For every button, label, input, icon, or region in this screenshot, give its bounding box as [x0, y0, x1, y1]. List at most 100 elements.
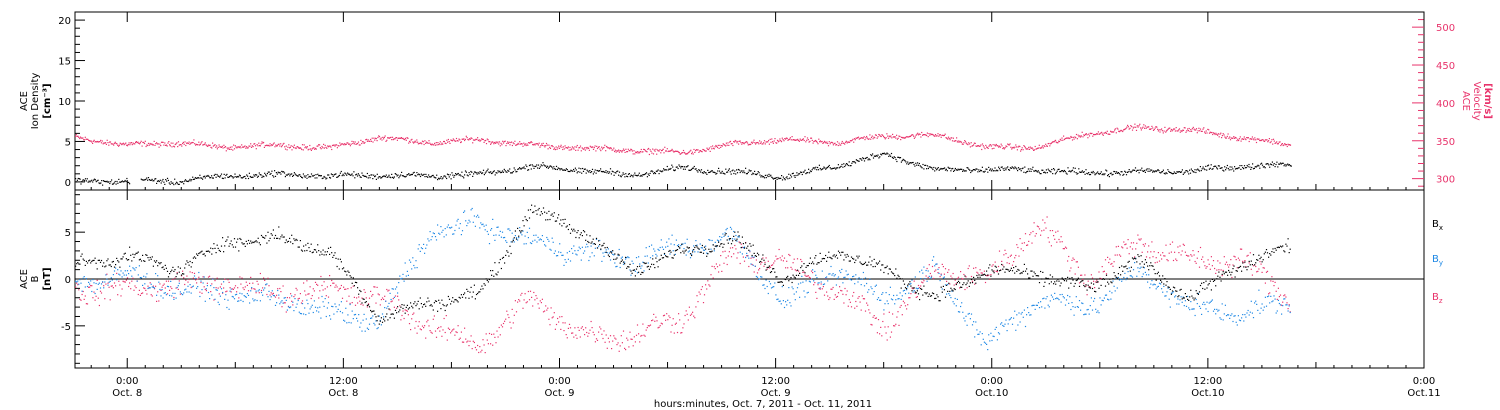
top-s1-pt-974 — [864, 139, 866, 141]
bottom-s2-pt-530 — [647, 325, 649, 327]
bottom-s1-pt-73 — [153, 287, 156, 289]
top-s1-pt-1426 — [1230, 137, 1232, 139]
top-s1-pt-1137 — [996, 145, 998, 147]
top-s0-pt-928 — [921, 167, 923, 169]
top-s0-pt-354 — [404, 176, 406, 178]
top-s0-pt-80 — [157, 180, 159, 182]
bottom-s1-pt-931 — [1081, 302, 1083, 304]
bottom-s2-pt-768 — [904, 305, 907, 307]
bottom-s1-pt-569 — [689, 257, 692, 259]
bottom-s2-pt-526 — [643, 334, 645, 336]
bottom-s2-pt-298 — [397, 295, 399, 297]
bottom-s1-pt-563 — [683, 248, 685, 250]
bottom-s2-pt-329 — [430, 331, 432, 333]
top-s0-pt-496 — [532, 165, 534, 167]
bottom-s1-pt-643 — [769, 283, 772, 285]
bottom-s1-pt-345 — [447, 224, 449, 226]
top-s0-pt-360 — [410, 174, 412, 176]
top-s1-pt-1307 — [1134, 123, 1136, 125]
bottom-s2-pt-523 — [640, 335, 642, 337]
top-s1-pt-849 — [763, 142, 765, 144]
top-s0-pt-320 — [374, 176, 376, 178]
bottom-s2-pt-853 — [996, 271, 998, 273]
bottom-s2-pt-17 — [93, 291, 95, 293]
top-s1-pt-1040 — [917, 134, 920, 136]
top-s0-pt-122 — [195, 177, 197, 179]
bottom-s1-pt-717 — [849, 278, 851, 281]
top-s0-pt-9 — [83, 179, 85, 181]
top-s1-pt-1452 — [1251, 136, 1253, 138]
bottom-s2-pt-1095 — [1258, 268, 1260, 270]
bottom-s1-pt-584 — [706, 252, 708, 254]
top-s0-pt-1045 — [1026, 170, 1029, 172]
top-s1-pt-199 — [236, 147, 238, 149]
top-s1-pt-684 — [629, 150, 631, 152]
top-s0-pt-748 — [759, 174, 761, 176]
top-s0-pt-22 — [94, 179, 96, 181]
top-s1-pt-1089 — [957, 140, 959, 142]
top-s0-pt-1011 — [996, 169, 998, 171]
top-s1-pt-280 — [301, 144, 304, 146]
bottom-s1-pt-69 — [149, 287, 151, 289]
bottom-s1-pt-607 — [730, 228, 733, 230]
top-s0-pt-345 — [396, 175, 398, 177]
bottom-s2-pt-454 — [565, 334, 567, 336]
bottom-s2-pt-967 — [1120, 255, 1122, 257]
top-s1-pt-861 — [772, 142, 774, 144]
bottom-s2-pt-585 — [707, 280, 709, 282]
bottom-s1-pt-682 — [812, 269, 814, 271]
bottom-s1-pt-674 — [803, 290, 805, 292]
top-s0-pt-467 — [506, 171, 508, 173]
top-s1-pt-1249 — [1087, 137, 1089, 139]
bottom-s1-pt-54 — [133, 268, 135, 270]
bottom-s2-pt-650 — [777, 258, 779, 260]
bottom-s1-pt-91 — [173, 298, 175, 300]
top-s1-pt-506 — [485, 139, 487, 142]
top-s1-pt-1156 — [1011, 147, 1014, 149]
top-s1-pt-1171 — [1024, 146, 1026, 148]
bottom-s1-pt-694 — [825, 277, 827, 279]
bottom-s1-pt-581 — [702, 249, 705, 251]
top-s1-pt-987 — [874, 134, 877, 136]
top-s0-pt-325 — [378, 176, 380, 178]
top-s0-pt-135 — [207, 174, 209, 177]
top-s1-pt-1219 — [1063, 135, 1065, 137]
top-s0-pt-1085 — [1062, 171, 1065, 173]
top-s0-pt-238 — [300, 175, 302, 177]
top-s1-pt-1298 — [1127, 124, 1129, 126]
top-s0-pt-1314 — [1269, 166, 1271, 168]
top-s1-pt-1026 — [906, 136, 908, 138]
bottom-s2-pt-968 — [1121, 246, 1123, 248]
top-s0-pt-686 — [703, 171, 705, 173]
top-s1-pt-195 — [233, 144, 235, 146]
bottom-s1-pt-780 — [917, 287, 920, 289]
bottom-s1-pt-480 — [593, 255, 595, 257]
bottom-s1-pt-554 — [673, 244, 675, 246]
bottom-s1-pt-333 — [434, 236, 437, 238]
top-s1-pt-948 — [843, 142, 845, 144]
bottom-s1-pt-124 — [209, 298, 211, 300]
top-s1-pt-460 — [447, 138, 449, 141]
top-s0-pt-1068 — [1047, 168, 1049, 170]
top-s0-pt-699 — [715, 173, 717, 175]
bottom-s1-pt-256 — [351, 310, 353, 312]
bottom-s1-pt-896 — [1043, 297, 1045, 299]
bottom-s1-pt-209 — [300, 313, 303, 315]
top-s0-pt-100 — [175, 181, 178, 183]
bottom-s2-pt-579 — [700, 288, 702, 291]
top-s1-pt-1121 — [983, 146, 985, 148]
top-s1-pt-549 — [520, 143, 522, 145]
bottom-s1-pt-359 — [463, 211, 465, 213]
top-s0-pt-420 — [464, 174, 466, 176]
top-s1-pt-1356 — [1174, 128, 1176, 130]
bottom-s2-pt-691 — [821, 288, 823, 290]
top-s0-pt-371 — [419, 175, 422, 178]
top-s1-pt-1300 — [1128, 128, 1130, 130]
bottom-s2-pt-289 — [387, 290, 389, 292]
top-s0-pt-538 — [570, 169, 572, 171]
bottom-s1-pt-658 — [786, 304, 788, 306]
top-s1-pt-1134 — [994, 144, 996, 146]
bottom-s2-pt-830 — [971, 280, 974, 282]
top-s0-pt-786 — [793, 175, 795, 177]
top-s0-pt-158 — [228, 176, 230, 178]
